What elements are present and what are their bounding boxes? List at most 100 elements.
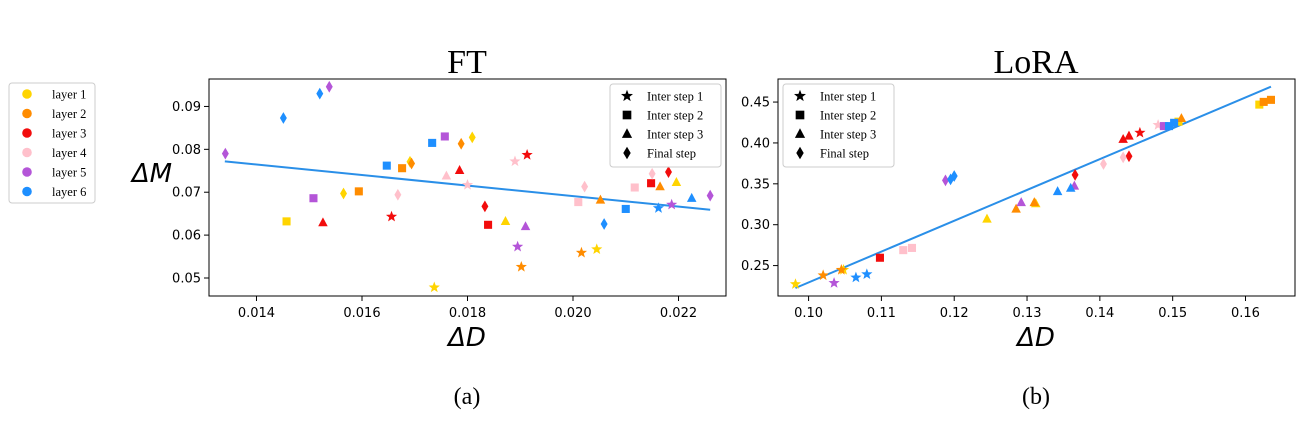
chart-a-point-layer3-diamond: [481, 200, 489, 213]
chart-a-point-layer5-triangle: [520, 221, 531, 231]
chart-b-point-layer6-triangle: [1065, 182, 1076, 192]
chart-a-point-layer1-triangle: [671, 177, 682, 186]
chart-a-point-layer4-star: [461, 179, 474, 190]
layer-legend-label-5: layer 5: [52, 166, 86, 180]
chart-a-point-layer4-square: [630, 183, 639, 192]
panel-a: FT 0.050.060.070.080.09 0.014 0.016 0.018 0…: [130, 44, 727, 410]
chart-a-point-layer2-star: [575, 246, 588, 258]
layer-legend-marker-5: [22, 167, 32, 177]
chart-b-y-tick-label: 0.40: [741, 136, 770, 151]
chart-a-step-legend-label-1: Inter step 1: [647, 90, 703, 104]
chart-b-x-label: ΔD: [1015, 323, 1055, 353]
chart-a-step-legend-label-4: Final step: [647, 147, 696, 161]
chart-a-y-tick-label: 0.08: [172, 143, 201, 158]
chart-a-x-axis: 0.014 0.016 0.018 0.020 0.022: [238, 296, 697, 321]
chart-b-point-layer2-square: [1266, 95, 1276, 104]
chart-a-point-layer2-square: [398, 164, 407, 173]
chart-a-point-layer3-triangle: [318, 217, 328, 227]
chart-b-x-tick-label: 0.16: [1231, 306, 1260, 321]
chart-a-step-legend-items: Inter step 1 Inter step 2 Inter step 3 Fina…: [621, 90, 703, 161]
chart-b-point-layer4-diamond: [1119, 151, 1127, 164]
chart-a-point-layer3-star: [385, 210, 398, 222]
chart-b-x-tick-label: 0.11: [867, 306, 896, 321]
chart-a-point-layer5-star: [666, 198, 678, 210]
chart-a-y-tick-label: 0.07: [172, 186, 201, 201]
chart-a-point-layer6-diamond: [600, 218, 608, 230]
panel-b-label: (b): [1022, 384, 1050, 410]
chart-a-point-layer5-diamond: [325, 80, 333, 93]
chart-a-point-layer4-diamond: [581, 180, 589, 193]
layer-legend-label-6: layer 6: [52, 185, 86, 199]
chart-b-step-legend-marker-square: [795, 110, 805, 120]
chart-a-point-layer6-square: [428, 138, 437, 147]
chart-b-point-layer4-square: [907, 243, 917, 252]
chart-a-point-layer2-star: [515, 260, 527, 272]
chart-b-y-tick-label: 0.25: [741, 259, 770, 274]
chart-b-point-layer2-star: [835, 263, 847, 275]
chart-b-point-layer3-diamond: [1071, 169, 1079, 181]
chart-a-point-layer3-diamond: [665, 166, 672, 178]
chart-b-point-layer2-triangle: [1029, 197, 1040, 207]
chart-b-step-legend-items: Inter step 1 Inter step 2 Inter step 3 Fina…: [794, 90, 876, 161]
chart-a-point-layer3-square: [484, 220, 493, 229]
chart-a-x-tick-label: 0.020: [554, 306, 591, 321]
chart-a-point-layer4-triangle: [441, 170, 452, 180]
chart-b-x-tick-label: 0.14: [1085, 306, 1114, 321]
chart-a-y-tick-label: 0.05: [172, 271, 201, 286]
chart-b-y-tick-label: 0.30: [741, 218, 770, 233]
chart-b-point-layer6-triangle: [1052, 186, 1063, 196]
chart-a-point-layer6-square: [382, 161, 391, 170]
chart-a-point-layer1-square: [282, 217, 291, 226]
chart-a-step-legend-label-3: Inter step 3: [647, 128, 703, 142]
chart-a-point-layer4-diamond: [394, 188, 402, 201]
chart-a-x-tick-label: 0.018: [449, 306, 486, 321]
chart-b-y-axis: 0.25 0.30 0.35 0.40 0.45: [741, 96, 778, 274]
chart-a-point-layer6-diamond: [316, 87, 324, 100]
chart-a-point-layer1-diamond: [340, 187, 347, 200]
chart-a-step-legend-marker-diamond: [623, 146, 631, 160]
layer-legend-marker-1: [22, 89, 32, 99]
chart-a-x-label: ΔD: [446, 323, 486, 353]
chart-a-step-legend: Inter step 1 Inter step 2 Inter step 3 Fina…: [609, 83, 722, 168]
chart-a-step-legend-frame: [609, 83, 722, 168]
chart-b-point-layer2-star: [817, 269, 829, 281]
chart-b-x-axis: 0.10 0.11 0.12 0.13 0.14 0.15 0.16: [794, 296, 1260, 321]
layer-legend-label-3: layer 3: [52, 127, 86, 141]
panel-a-label: (a): [454, 384, 481, 410]
chart-b-step-legend-label-3: Inter step 3: [820, 128, 876, 142]
chart-a-point-layer3-square: [647, 179, 656, 188]
chart-b-point-layer2-triangle: [1011, 203, 1021, 213]
chart-a-point-layer2-triangle: [595, 194, 606, 204]
chart-a-point-layer6-star: [652, 202, 665, 213]
chart-a-point-layer5-square: [440, 132, 449, 141]
chart-b-x-tick-label: 0.12: [940, 306, 969, 321]
chart-b-point-layer6-square: [1170, 118, 1179, 127]
chart-a-point-layer6-diamond: [279, 112, 287, 124]
chart-b-point-layer6-star: [861, 268, 873, 280]
chart-a-x-tick-label: 0.022: [660, 306, 697, 321]
chart-b-point-layer3-square: [875, 253, 884, 262]
panel-b: LoRA 0.250.300.350.400.45 0.10 0.11 0.12 0.…: [741, 44, 1296, 410]
chart-a-step-legend-marker-star: [621, 89, 633, 102]
chart-b-point-layer1-triangle: [982, 213, 992, 223]
chart-a-points: [221, 80, 714, 293]
chart-a-point-layer1-triangle: [500, 216, 511, 226]
chart-b-point-layer3-triangle: [1118, 133, 1128, 143]
chart-a-x-tick-label: 0.014: [238, 306, 275, 321]
chart-a-point-layer5-diamond: [706, 189, 714, 202]
chart-a-point-layer4-star: [509, 155, 521, 167]
chart-a-title: FT: [447, 44, 487, 81]
chart-b-step-legend-marker-triangle: [794, 128, 806, 138]
chart-a-y-label: ΔM: [130, 159, 172, 189]
chart-a-point-layer3-triangle: [454, 165, 465, 174]
chart-b-x-tick-label: 0.10: [794, 306, 823, 321]
layer-legend-label-4: layer 4: [52, 146, 87, 160]
chart-b-point-layer4-diamond: [1100, 158, 1107, 170]
chart-a-point-layer3-star: [521, 149, 533, 160]
chart-a-point-layer5-square: [309, 194, 318, 203]
chart-a-y-tick-label: 0.06: [172, 229, 201, 244]
chart-b-point-layer6-square: [1164, 122, 1174, 131]
chart-a-point-layer1-diamond: [468, 131, 476, 144]
chart-a-point-layer1-star: [591, 243, 603, 255]
